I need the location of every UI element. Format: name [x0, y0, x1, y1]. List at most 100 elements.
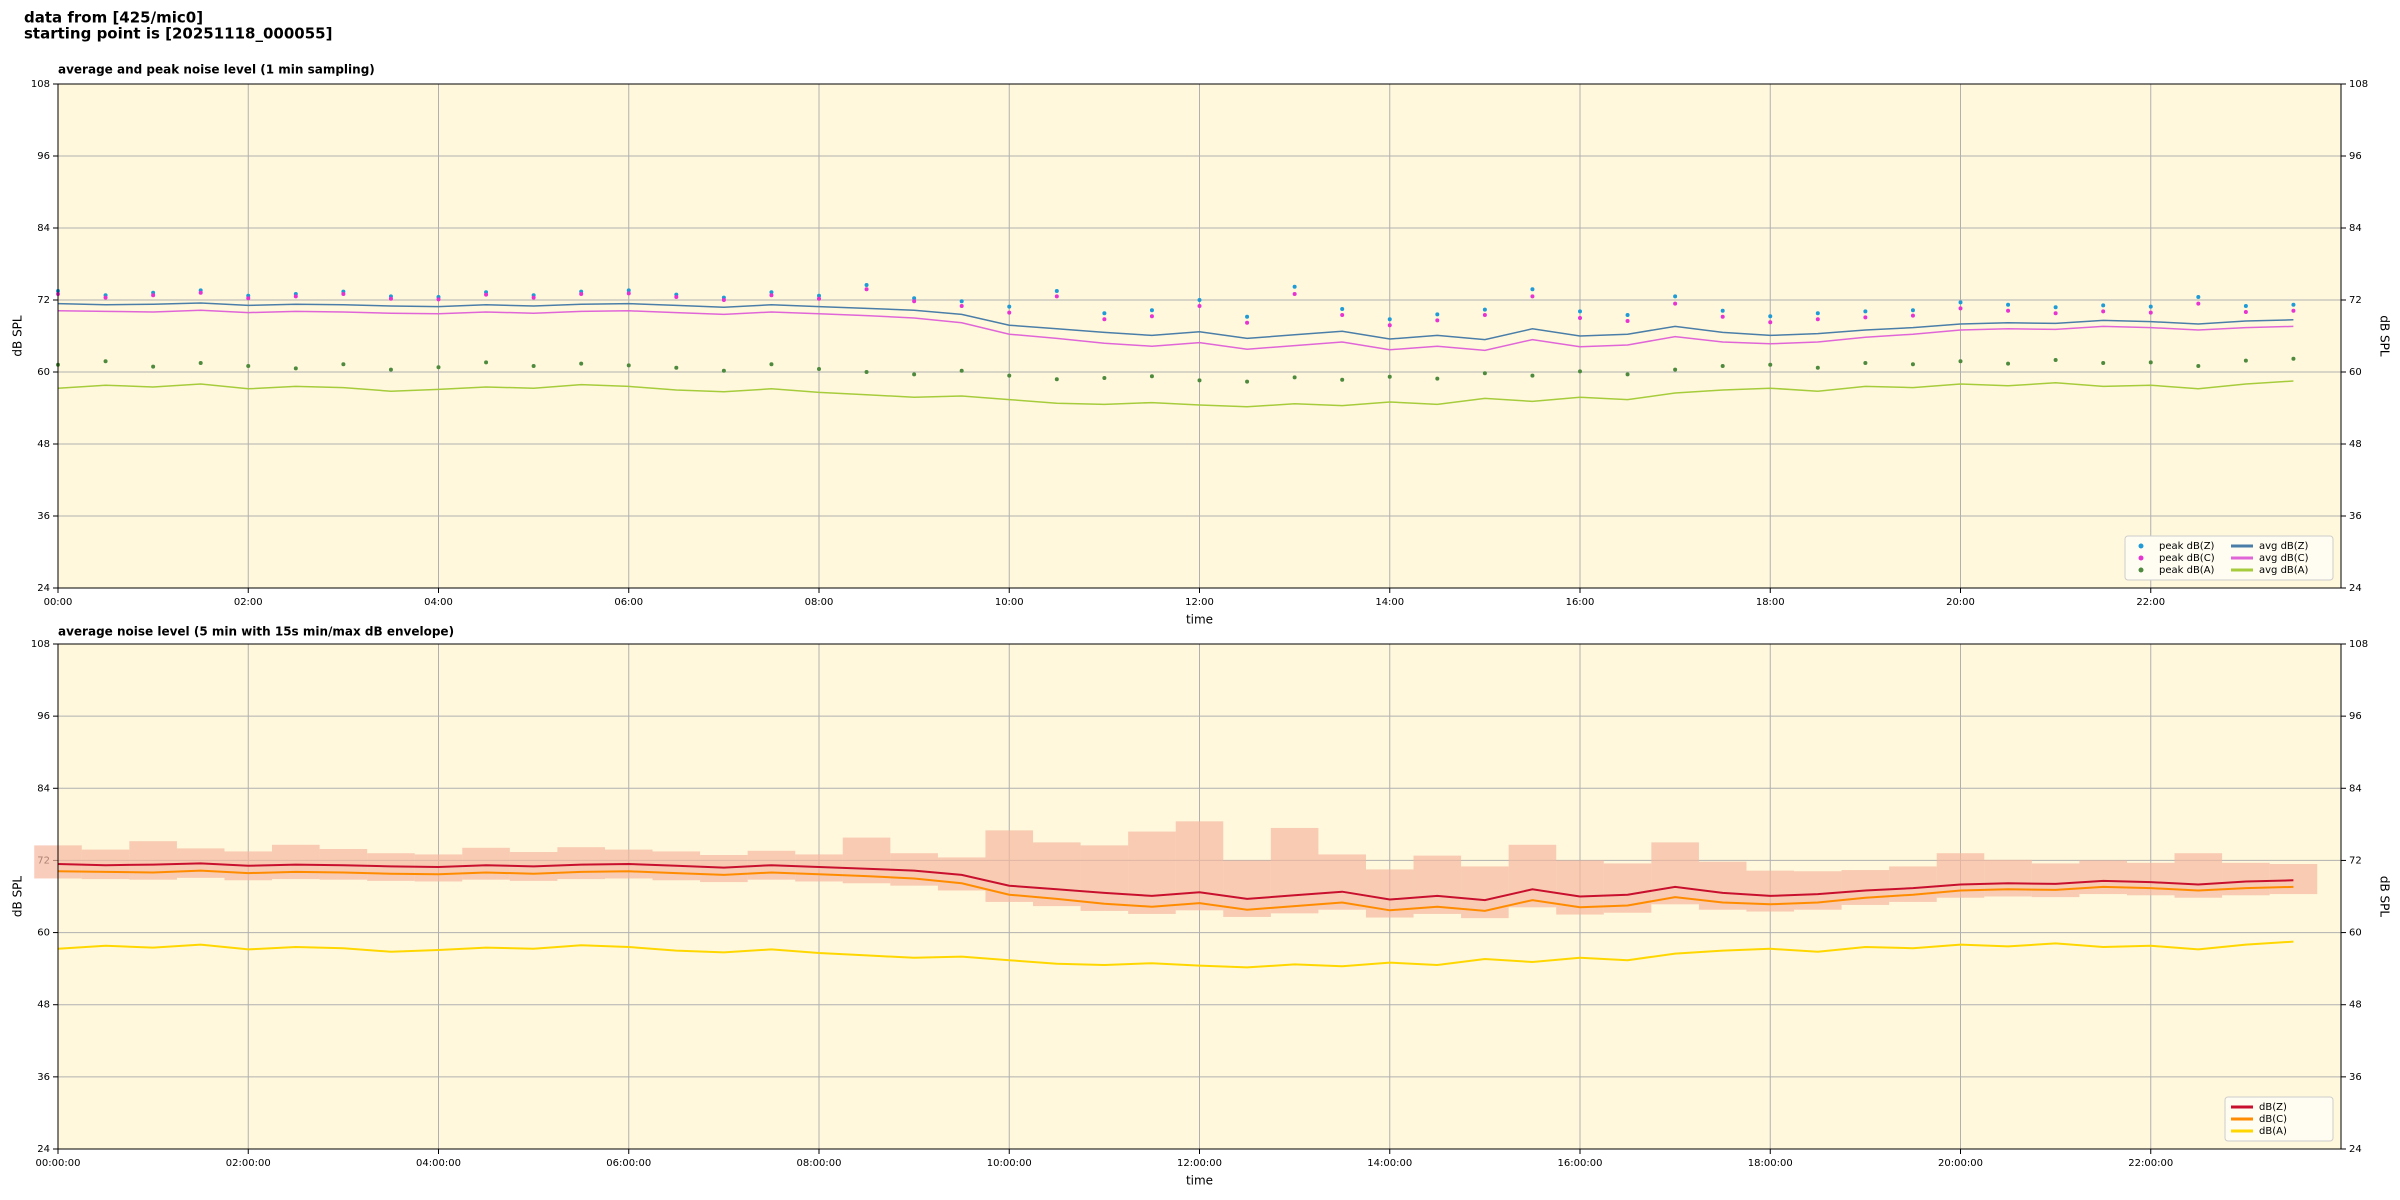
peak-marker — [579, 361, 584, 366]
y2-axis-label: dB SPL — [2378, 876, 2392, 918]
x-tick-label: 16:00 — [1566, 597, 1595, 608]
envelope-band — [1746, 870, 1795, 912]
peak-marker — [721, 298, 726, 302]
peak-marker — [2243, 358, 2248, 363]
peak-marker — [151, 364, 156, 369]
x-tick-label: 02:00 — [234, 597, 263, 608]
peak-marker — [531, 364, 536, 368]
y2-tick-label: 72 — [2349, 295, 2362, 306]
peak-marker — [1720, 314, 1725, 319]
envelope-band — [557, 847, 605, 880]
peak-marker — [1815, 365, 1820, 370]
peak-marker — [2006, 302, 2011, 307]
peak-marker — [1530, 294, 1535, 299]
peak-marker — [1340, 307, 1345, 311]
legend-label: dB(C) — [2259, 1114, 2287, 1125]
legend-label: peak dB(C) — [2159, 553, 2215, 564]
peak-marker — [1245, 379, 1250, 384]
envelope-band — [1033, 842, 1081, 907]
peak-marker — [626, 363, 631, 368]
peak-marker — [1149, 314, 1154, 319]
peak-marker — [531, 295, 536, 300]
header-subtitle: starting point is [20251118_000055] — [24, 25, 332, 43]
y2-tick-label: 96 — [2349, 151, 2362, 162]
peak-marker — [436, 297, 441, 302]
peak-marker — [2196, 364, 2201, 368]
envelope-band — [1080, 845, 1129, 911]
peak-marker — [1340, 313, 1345, 317]
y2-tick-label: 48 — [2349, 1000, 2362, 1011]
y-tick-label: 24 — [37, 1144, 50, 1155]
peak-marker — [1245, 314, 1250, 319]
peak-marker — [1768, 362, 1773, 367]
y-tick-label: 24 — [37, 583, 50, 594]
peak-marker — [769, 290, 774, 295]
peak-marker — [959, 368, 964, 373]
peak-marker — [2006, 361, 2011, 366]
envelope-band — [129, 841, 177, 880]
x-tick-label: 02:00:00 — [226, 1158, 271, 1169]
peak-marker — [1863, 361, 1868, 365]
header-title: data from [425/mic0] — [24, 9, 203, 27]
envelope-band — [1270, 827, 1319, 914]
peak-marker — [1910, 308, 1915, 313]
peak-marker — [1197, 298, 1202, 302]
envelope-band — [1651, 842, 1699, 905]
peak-marker — [1197, 378, 1202, 383]
x-tick-label: 10:00:00 — [987, 1158, 1032, 1169]
peak-marker — [1102, 311, 1107, 316]
peak-marker — [674, 295, 679, 299]
peak-marker — [1530, 373, 1535, 378]
peak-marker — [817, 296, 821, 301]
peak-marker — [103, 295, 108, 300]
y-tick-label: 48 — [37, 439, 50, 450]
plot-frame — [57, 643, 2342, 1150]
y2-tick-label: 108 — [2349, 639, 2368, 650]
y-tick-label: 36 — [37, 1072, 50, 1083]
peak-marker — [1197, 304, 1202, 308]
subplot-title: average noise level (5 min with 15s min/… — [58, 625, 454, 639]
legend-label: dB(A) — [2259, 1126, 2287, 1137]
peak-marker — [1625, 313, 1630, 317]
peak-marker — [1958, 300, 1963, 305]
peak-marker — [246, 296, 251, 301]
x-tick-label: 20:00 — [1946, 597, 1975, 608]
peak-marker — [2148, 310, 2153, 315]
peak-marker — [436, 365, 441, 370]
envelope-band — [1128, 831, 1176, 914]
legend: peak dB(Z)peak dB(C)peak dB(A)avg dB(Z)a… — [2124, 535, 2334, 581]
x-tick-label: 16:00:00 — [1558, 1158, 1603, 1169]
peak-marker — [959, 299, 964, 304]
peak-marker — [2291, 302, 2296, 307]
legend-marker — [2138, 543, 2144, 549]
x-tick-label: 06:00:00 — [606, 1158, 651, 1169]
peak-marker — [1340, 377, 1345, 382]
x-tick-label: 08:00:00 — [797, 1158, 842, 1169]
envelope-band — [1413, 855, 1462, 914]
legend-label: avg dB(A) — [2259, 565, 2309, 576]
x-tick-label: 08:00 — [805, 597, 834, 608]
peak-marker — [1102, 376, 1107, 380]
series-line — [57, 862, 2294, 902]
x-tick-label: 22:00 — [2136, 597, 2165, 608]
x-tick-label: 12:00 — [1185, 597, 1214, 608]
y2-tick-label: 60 — [2349, 928, 2362, 939]
peak-marker — [1435, 318, 1440, 323]
y-tick-label: 108 — [31, 639, 50, 650]
peak-marker — [1625, 372, 1630, 377]
peak-marker — [817, 293, 821, 298]
y-axis-label: dB SPL — [11, 876, 25, 918]
legend-label: peak dB(Z) — [2159, 541, 2215, 552]
peak-marker — [912, 372, 917, 377]
peak-marker — [2291, 356, 2296, 361]
legend-marker — [2138, 567, 2144, 573]
peak-marker — [1578, 316, 1582, 320]
envelope-band — [462, 847, 510, 880]
peak-marker — [2196, 301, 2201, 306]
peak-marker — [1815, 311, 1820, 316]
envelope-band — [272, 844, 320, 880]
peak-marker — [1387, 317, 1392, 322]
legend: dB(Z)dB(C)dB(A) — [2224, 1096, 2334, 1142]
peak-marker — [2196, 295, 2201, 299]
y2-tick-label: 24 — [2349, 583, 2362, 594]
